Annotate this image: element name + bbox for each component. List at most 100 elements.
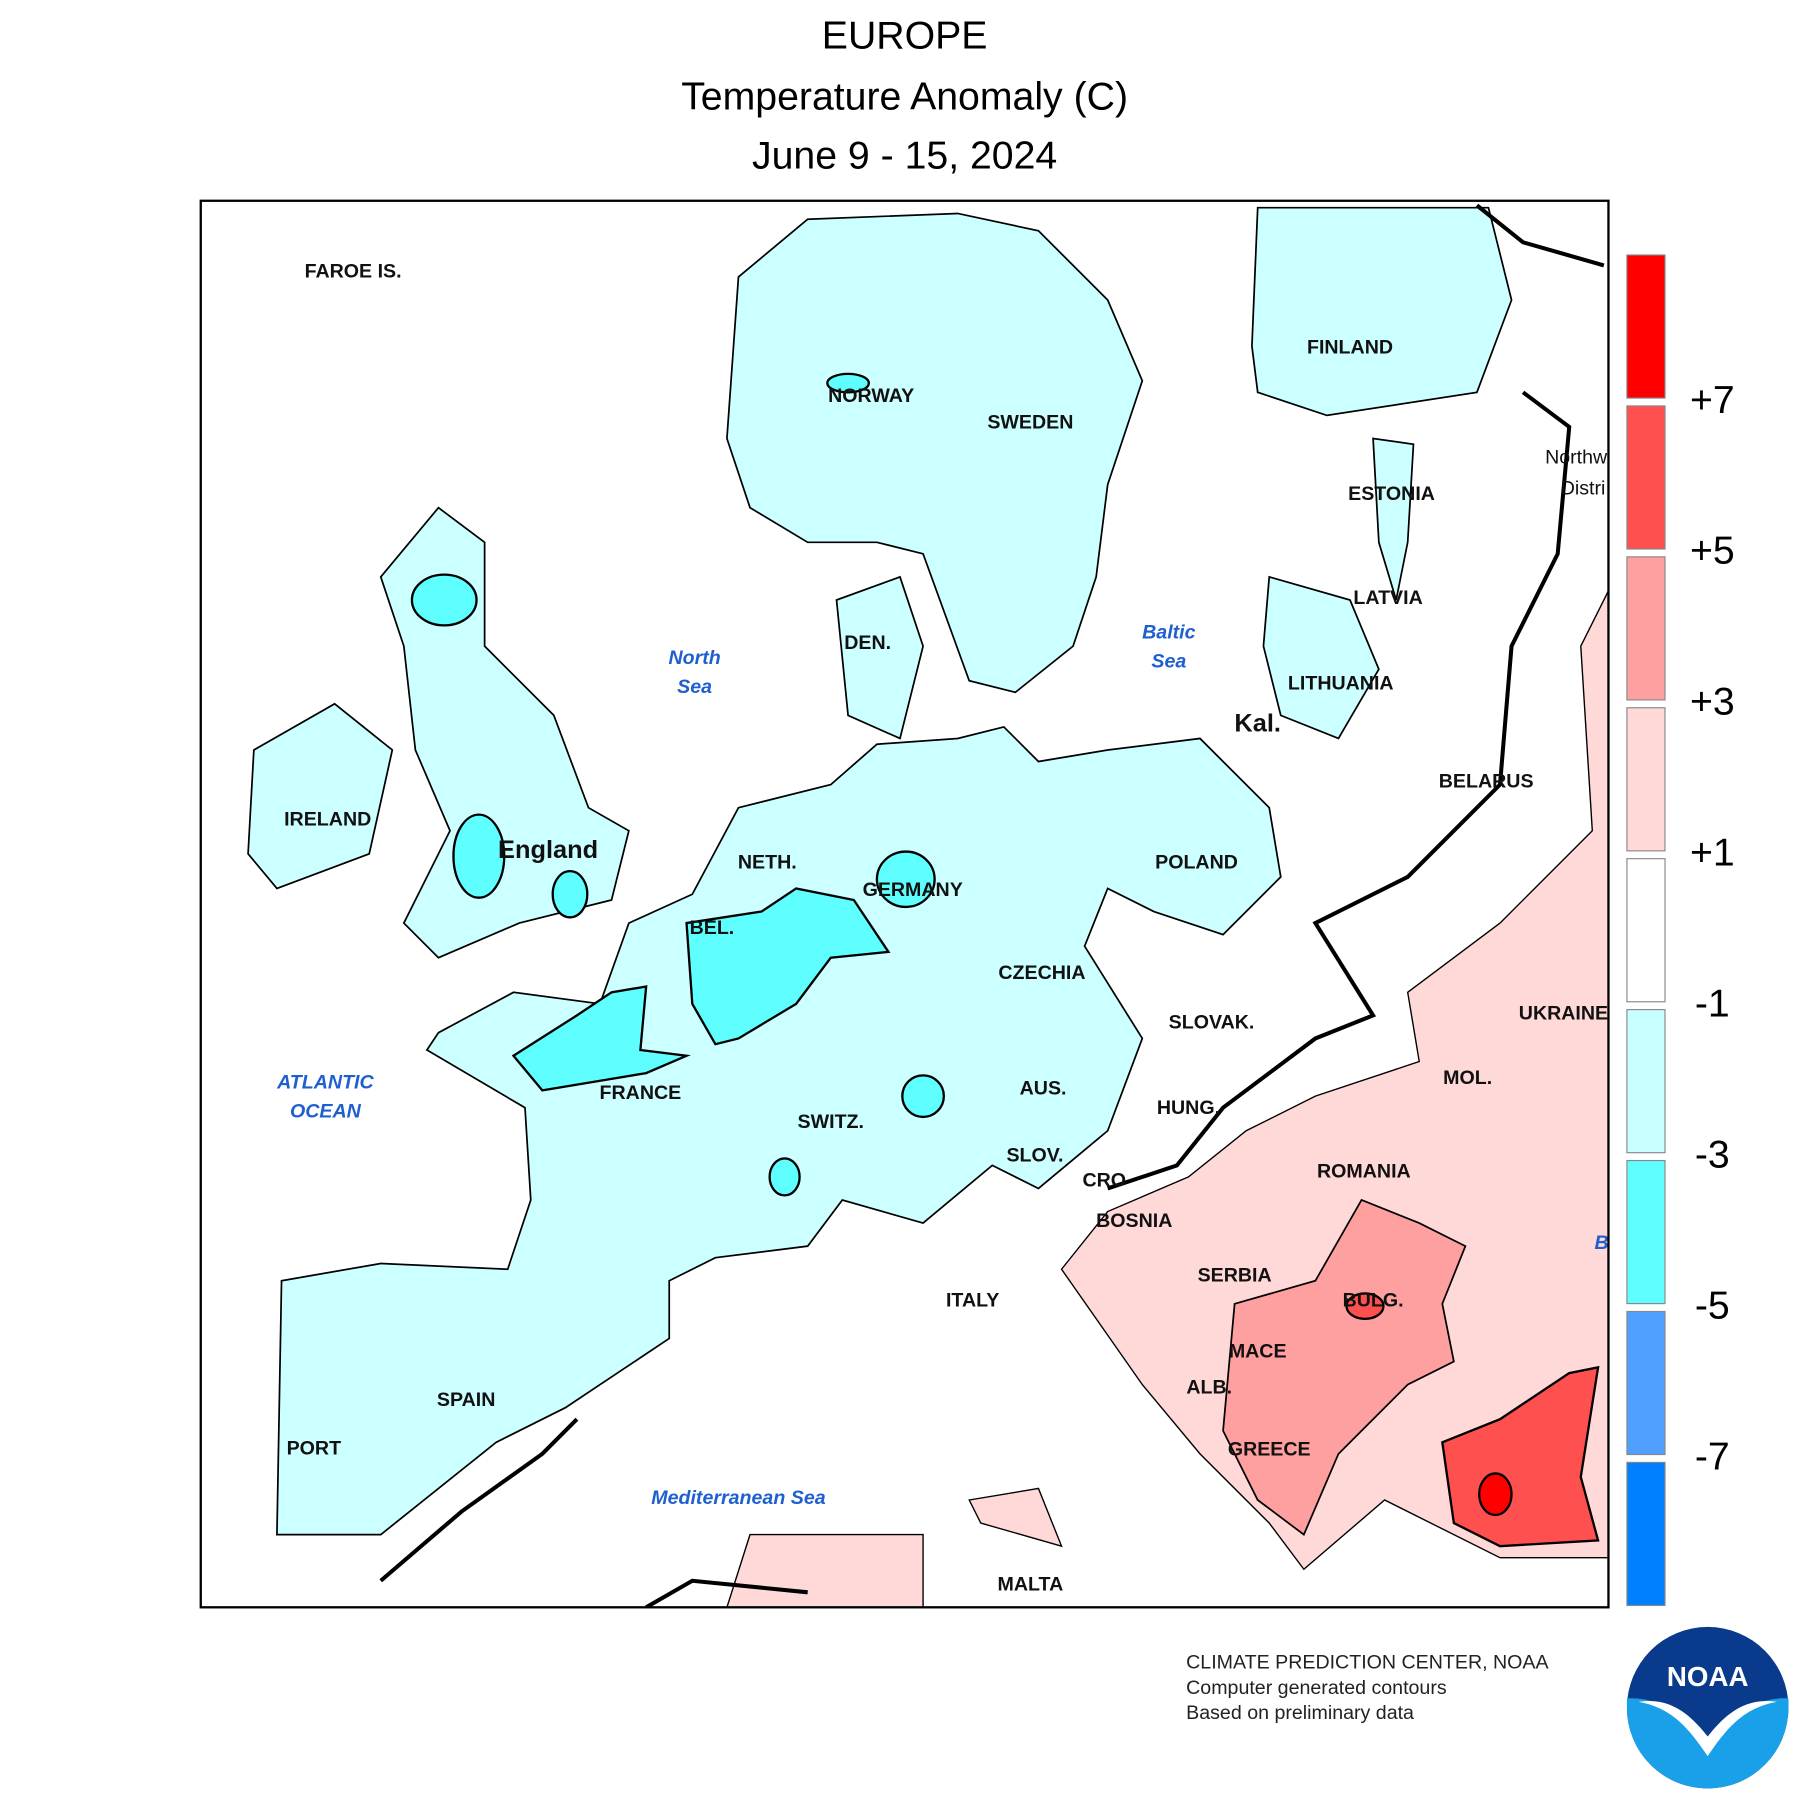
sea-label: B — [1594, 1232, 1608, 1254]
anomaly-area — [276, 725, 1282, 1536]
zero-contour — [379, 203, 1605, 1608]
map-label: DEN. — [844, 632, 891, 654]
map-label: MACE — [1229, 1340, 1287, 1362]
map-label: UKRAINE — [1519, 1002, 1608, 1024]
sea-label: Mediterranean Sea — [651, 1487, 825, 1509]
map-label: NETH. — [738, 851, 797, 873]
anomaly-area — [247, 702, 394, 890]
anomaly-area — [511, 985, 691, 1092]
legend-swatch — [1626, 405, 1666, 550]
anomaly-area — [551, 870, 589, 919]
footer-line: Computer generated contours — [1186, 1677, 1447, 1699]
map-label: BULG. — [1343, 1290, 1404, 1312]
map-label: LITHUANIA — [1288, 672, 1394, 694]
legend-label: +5 — [1690, 529, 1735, 573]
map-label: FRANCE — [600, 1082, 682, 1104]
map-title: Temperature Anomaly (C) — [681, 75, 1128, 119]
sea-label: Sea — [677, 676, 712, 698]
anomaly-area — [1262, 575, 1380, 740]
anomaly-area — [1372, 437, 1415, 601]
map-label: LATVIA — [1353, 587, 1422, 609]
anomaly-area — [726, 212, 1144, 694]
map-label: GERMANY — [863, 879, 963, 901]
sea-label: North — [668, 647, 720, 669]
map-label: SPAIN — [437, 1389, 495, 1411]
map-label: SWEDEN — [987, 412, 1073, 434]
anomaly-area — [1251, 206, 1513, 417]
anomaly-area — [826, 372, 870, 394]
map-label: ITALY — [946, 1290, 999, 1312]
map-label: POLAND — [1155, 851, 1238, 873]
map-label: BOSNIA — [1096, 1210, 1172, 1232]
anomaly-area — [835, 575, 924, 740]
legend-swatch — [1626, 858, 1666, 1003]
map-label: England — [498, 836, 598, 864]
map-label: HUNG. — [1157, 1097, 1220, 1119]
map-label: Kal. — [1234, 709, 1281, 737]
anomaly-area — [1222, 1198, 1467, 1536]
map-frame — [199, 199, 1610, 1609]
map-label: ROMANIA — [1317, 1160, 1411, 1182]
legend-label: +3 — [1690, 680, 1735, 724]
anomaly-area — [1478, 1472, 1513, 1517]
map-label: FAROE IS. — [305, 260, 402, 282]
anomaly-area — [452, 813, 506, 899]
sea-label: OCEAN — [290, 1100, 362, 1122]
sea-label: Sea — [1151, 650, 1186, 672]
noaa-logo: NOAA — [1626, 1626, 1789, 1789]
anomaly-area — [901, 1074, 945, 1119]
anomaly-area — [410, 573, 478, 627]
map-label: AUS. — [1020, 1077, 1067, 1099]
map-label: BELARUS — [1439, 770, 1534, 792]
legend-label: -1 — [1695, 982, 1730, 1026]
legend-swatch — [1626, 1009, 1666, 1154]
map-label: ALB. — [1186, 1376, 1232, 1398]
color-legend: +7 +5 +3 +1 -1 -3 -5 -7 — [1626, 254, 1735, 1607]
region-title: EUROPE — [822, 13, 988, 57]
legend-label: -3 — [1695, 1132, 1730, 1176]
map-label: BEL. — [690, 917, 735, 939]
map-label: Northw — [1545, 446, 1608, 468]
legend-swatch — [1626, 254, 1666, 399]
map-label: SERBIA — [1198, 1264, 1272, 1286]
map-label: Distri — [1561, 477, 1606, 499]
period: June 9 - 15, 2024 — [752, 133, 1057, 177]
map: FAROE IS. NORWAY SWEDEN FINLAND Northw D… — [200, 200, 1609, 1608]
sea-label: ATLANTIC — [276, 1072, 374, 1094]
anomaly-area — [968, 1487, 1063, 1548]
map-label: FINLAND — [1307, 337, 1393, 359]
legend-swatch — [1626, 1310, 1666, 1456]
legend-label: +7 — [1690, 378, 1735, 422]
map-label: CRO — [1082, 1170, 1126, 1192]
map-label: GREECE — [1228, 1439, 1311, 1461]
map-label: ESTONIA — [1348, 483, 1435, 505]
anomaly-area — [1345, 1292, 1385, 1320]
map-label: MALTA — [998, 1574, 1064, 1596]
logo-text: NOAA — [1667, 1661, 1749, 1692]
anomaly-area — [875, 850, 936, 909]
legend-swatch — [1626, 556, 1666, 701]
anomaly-area — [1060, 589, 1609, 1571]
map-label: CZECHIA — [998, 962, 1085, 984]
legend-swatch — [1626, 1159, 1666, 1305]
legend-swatch — [1626, 1461, 1666, 1607]
legend-label: -5 — [1695, 1283, 1730, 1327]
anomaly-area — [685, 887, 891, 1046]
map-label: NORWAY — [828, 385, 914, 407]
anomaly-area — [768, 1157, 801, 1197]
legend-label: -7 — [1695, 1434, 1730, 1478]
map-label: SLOVAK. — [1169, 1012, 1255, 1034]
map-label: SWITZ. — [798, 1111, 864, 1133]
map-label: MOL. — [1443, 1067, 1492, 1089]
legend-swatch — [1626, 707, 1666, 852]
legend-label: +1 — [1690, 831, 1735, 875]
map-label: SLOV. — [1006, 1144, 1063, 1166]
footer-line: CLIMATE PREDICTION CENTER, NOAA — [1186, 1651, 1549, 1673]
map-label: PORT — [287, 1437, 341, 1459]
sea-label: Baltic — [1142, 622, 1195, 644]
map-label: IRELAND — [284, 809, 371, 831]
footer-line: Based on preliminary data — [1186, 1702, 1414, 1724]
anomaly-area — [726, 1533, 924, 1608]
